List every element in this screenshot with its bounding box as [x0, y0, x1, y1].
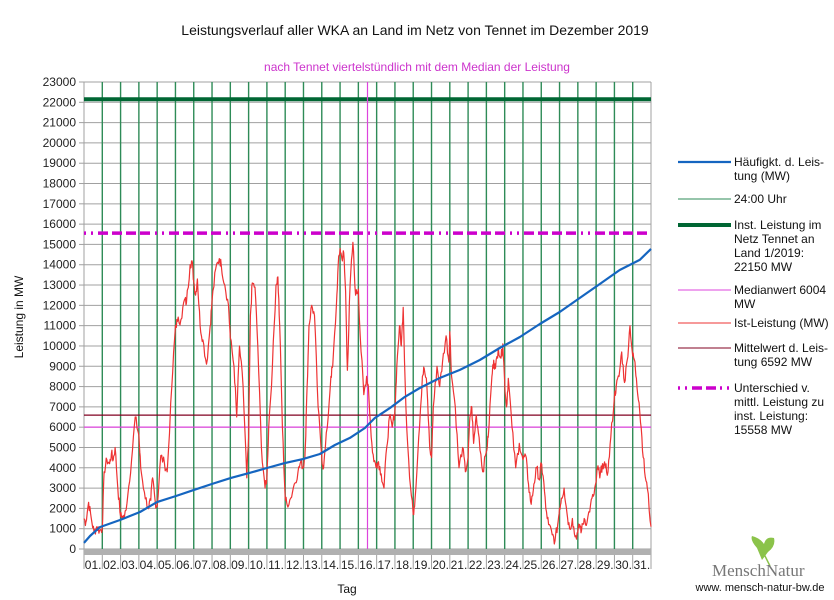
y-tick-label: 7000 [49, 400, 76, 414]
legend-label: tung 6592 MW [734, 355, 813, 369]
x-tick-label: 11. [268, 558, 284, 572]
logo-url: www. mensch-natur-bw.de [695, 582, 825, 594]
x-tick-label: 04. [140, 558, 157, 572]
x-tick-label: 28. [579, 558, 596, 572]
x-tick-label: 02. [103, 558, 120, 572]
logo: MenschNatur www. mensch-natur-bw.de [695, 536, 825, 594]
y-tick-label: 15000 [43, 237, 77, 251]
legend-item-midnight: 24:00 Uhr [678, 192, 787, 206]
logo-name-part2: Natur [766, 561, 805, 580]
x-tick-label: 27. [560, 558, 577, 572]
legend-label: Medianwert 6004 [734, 283, 826, 297]
y-tick-label: 23000 [43, 75, 77, 89]
x-tick-label: 22. [469, 558, 486, 572]
x-axis-label: Tag [337, 582, 356, 596]
legend-label: 15558 MW [734, 423, 793, 437]
y-tick-label: 17000 [43, 197, 77, 211]
y-axis: 0 1000 2000 3000 4000 5000 6000 7000 8000 9000 100… [43, 75, 84, 556]
y-tick-label: 5000 [49, 440, 76, 454]
plot-area [83, 81, 652, 555]
x-tick-label: 14. [323, 558, 340, 572]
x-tick-label: 23. [487, 558, 504, 572]
legend-label: Land 1/2019: [734, 246, 804, 260]
legend-label: mittl. Leistung zu [734, 395, 824, 409]
logo-name-part1: Mensch [712, 561, 766, 580]
x-tick-label: 29. [597, 558, 614, 572]
legend-label: 24:00 Uhr [734, 192, 787, 206]
x-tick-label: 16. [359, 558, 376, 572]
x-tick-label: 26. [542, 558, 559, 572]
chart-title: Leistungsverlauf aller WKA an Land im Ne… [181, 22, 649, 38]
y-tick-label: 21000 [43, 116, 77, 130]
x-tick-label: 10. [249, 558, 266, 572]
x-tick-label: 21. [451, 558, 468, 572]
ginkgo-leaf-icon [751, 536, 775, 567]
y-tick-label: 13000 [43, 278, 77, 292]
legend-label: 22150 MW [734, 260, 793, 274]
y-tick-label: 11000 [44, 319, 77, 333]
legend-label: tung (MW) [734, 169, 790, 183]
legend-item-haeufigkeit: Häufigkt. d. Leis-tung (MW) [678, 155, 824, 183]
x-tick-label: 30. [615, 558, 632, 572]
y-tick-label: 1000 [49, 522, 76, 536]
x-tick-label: 08. [213, 558, 230, 572]
y-tick-label: 19000 [43, 156, 77, 170]
x-tick-label: 05. [158, 558, 175, 572]
y-tick-label: 2000 [49, 501, 76, 515]
legend: Häufigkt. d. Leis-tung (MW) 24:00 Uhr Inst… [678, 155, 829, 437]
logo-name: MenschNatur [712, 561, 805, 580]
y-tick-label: 18000 [43, 177, 77, 191]
chart-subtitle: nach Tennet viertelstündlich mit dem Med… [264, 60, 570, 74]
legend-label: Unterschied v. [734, 381, 810, 395]
x-tick-label: 07. [195, 558, 212, 572]
y-tick-label: 9000 [49, 359, 76, 373]
x-tick-label: 01. [85, 558, 102, 572]
y-tick-label: 16000 [43, 217, 77, 231]
x-tick-label: 18. [396, 558, 413, 572]
ist-leistung-line [83, 241, 652, 545]
y-tick-label: 8000 [49, 380, 76, 394]
x-tick-label: 03. [121, 558, 138, 572]
legend-label: Inst. Leistung im [734, 218, 821, 232]
legend-label: inst. Leistung: [734, 409, 808, 423]
y-tick-label: 3000 [49, 481, 76, 495]
x-tick-label: 09. [231, 558, 248, 572]
x-tick-label: 24. [505, 558, 522, 572]
x-tick-label: 15. [341, 558, 358, 572]
x-tick-label: 20. [432, 558, 449, 572]
y-tick-label: 14000 [43, 258, 77, 272]
y-tick-label: 12000 [43, 298, 77, 312]
legend-item-mean: Mittelwert d. Leis-tung 6592 MW [678, 341, 828, 369]
x-tick-label: 19. [414, 558, 431, 572]
x-tick-label: 06. [176, 558, 193, 572]
legend-label: Netz Tennet an [734, 232, 815, 246]
y-tick-label: 10000 [43, 339, 77, 353]
floor-band [84, 549, 651, 555]
x-tick-label: 12. [286, 558, 303, 572]
legend-label: Mittelwert d. Leis- [734, 341, 828, 355]
x-tick-label: 31. [634, 558, 651, 572]
x-axis: 01. 02. 03. 04. 05. 06. 07. 08. 09. 10. 11. 12. 13. 1… [83, 555, 652, 572]
y-axis-label: Leistung in MW [12, 275, 26, 358]
legend-item-ist: Ist-Leistung (MW) [678, 316, 829, 330]
y-tick-label: 0 [69, 542, 76, 556]
x-tick-label: 17. [377, 558, 394, 572]
y-tick-label: 4000 [49, 461, 76, 475]
y-tick-label: 22000 [43, 95, 77, 109]
legend-label: Häufigkt. d. Leis- [734, 155, 824, 169]
x-tick-label: 13. [304, 558, 321, 572]
x-tick-label: 25. [524, 558, 541, 572]
y-tick-label: 20000 [43, 136, 77, 150]
legend-label: Ist-Leistung (MW) [734, 316, 829, 330]
legend-label: MW [734, 297, 756, 311]
haeufigkeit-line [83, 248, 652, 544]
y-tick-label: 6000 [49, 420, 76, 434]
